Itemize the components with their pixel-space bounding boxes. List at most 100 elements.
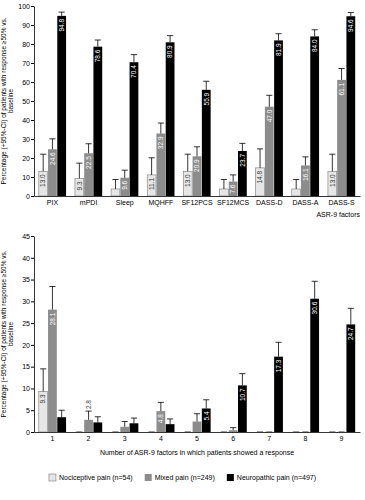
error-line [151,158,152,175]
y-tick-mark [31,345,34,346]
data-label: 11.1 [148,178,155,191]
bar [84,420,93,432]
y-tick: 70 [22,60,34,67]
error-line [52,139,53,149]
data-label: 84.0 [311,39,318,52]
error-line [124,170,125,178]
error-bar [185,432,191,433]
error-cap [40,368,46,369]
data-label: 32.9 [157,136,164,149]
error-bar [76,432,82,433]
y-tick: 30 [22,136,34,143]
y-tick-label: 90 [22,22,30,29]
error-cap [149,432,155,433]
y-tick-mark [31,301,34,302]
y-tick-label: 20 [22,342,30,349]
data-label: 17.3 [275,359,282,372]
series [39,369,336,432]
y-tick: 80 [22,41,34,48]
error-bar [149,158,155,175]
y-tick: 0 [26,429,34,436]
y-tick: 50 [22,98,34,105]
y-tick-mark [31,258,34,259]
legend: Nociceptive pain (n=54)Mixed pain (n=249… [49,474,316,482]
error-cap [95,416,101,417]
error-bar [86,411,92,420]
chart: 0510152025303540451234567899.328.12.84.8… [0,233,361,457]
error-line [332,154,333,171]
y-tick-label: 80 [22,41,30,48]
y-tick-mark [31,44,34,45]
y-tick: 30 [22,298,34,305]
error-line [79,163,80,178]
error-bar [293,179,299,189]
x-tick-label: 7 [267,435,271,442]
y-tick-mark [31,82,34,83]
error-bar [131,418,137,423]
y-tick-label: 45 [22,233,30,240]
bar [238,385,247,432]
bar [346,324,355,432]
error-cap [338,68,344,69]
x-tick: DASS-A [292,196,318,206]
y-tick: 45 [22,233,34,240]
x-tick: 9 [340,432,344,442]
y-tick: 40 [22,255,34,262]
error-bar [122,422,128,427]
error-bar [266,432,272,433]
error-line [350,12,351,16]
bar [220,189,229,196]
y-tick-label: 60 [22,79,30,86]
x-tick: SF12MCS [217,196,250,206]
bar [93,422,102,432]
bar [310,299,319,432]
error-line [97,417,98,423]
error-cap [230,174,236,175]
bar [202,408,211,432]
bar [183,171,192,196]
error-line [43,154,44,171]
error-line [97,40,98,47]
error-line [197,414,198,422]
y-tick-label: 5 [26,407,30,414]
error-bar [49,139,55,149]
error-cap [302,156,308,157]
error-bar [266,95,272,106]
x-axis-title: Number of ASR-9 factors in which patient… [100,449,294,457]
error-cap [59,12,65,13]
bar [39,391,48,432]
data-label: 47.0 [266,109,273,122]
y-tick-label: 20 [22,155,30,162]
error-line [187,154,188,171]
error-cap [329,432,335,433]
data-label: 13.0 [184,174,191,187]
error-cap [257,432,263,433]
y-tick-mark [31,388,34,389]
bar [57,417,66,432]
error-bar [122,170,128,178]
error-cap [158,402,164,403]
y-tick: 100 [18,3,34,10]
y-tick-mark [31,196,34,197]
data-label: 23.7 [239,154,246,167]
error-line [350,308,351,324]
error-cap [122,170,128,171]
x-tick-label: DASS-S [329,199,355,206]
bar [292,432,301,433]
data-label: 20.9 [193,159,200,172]
bar [156,133,165,196]
error-bar [239,374,245,386]
x-tick: 8 [303,432,307,442]
y-axis-title: Percentage (+95%-CI) of patients with re… [0,250,14,417]
bar [229,182,238,196]
bar [156,411,165,432]
error-cap [122,421,128,422]
x-tick: 6 [231,432,235,442]
bar [147,432,156,433]
x-tick: DASS-S [329,196,355,206]
error-bar [158,123,164,133]
y-tick-mark [31,367,34,368]
error-bar [275,34,281,41]
error-cap [59,410,65,411]
x-tick-label: 1 [50,435,54,442]
